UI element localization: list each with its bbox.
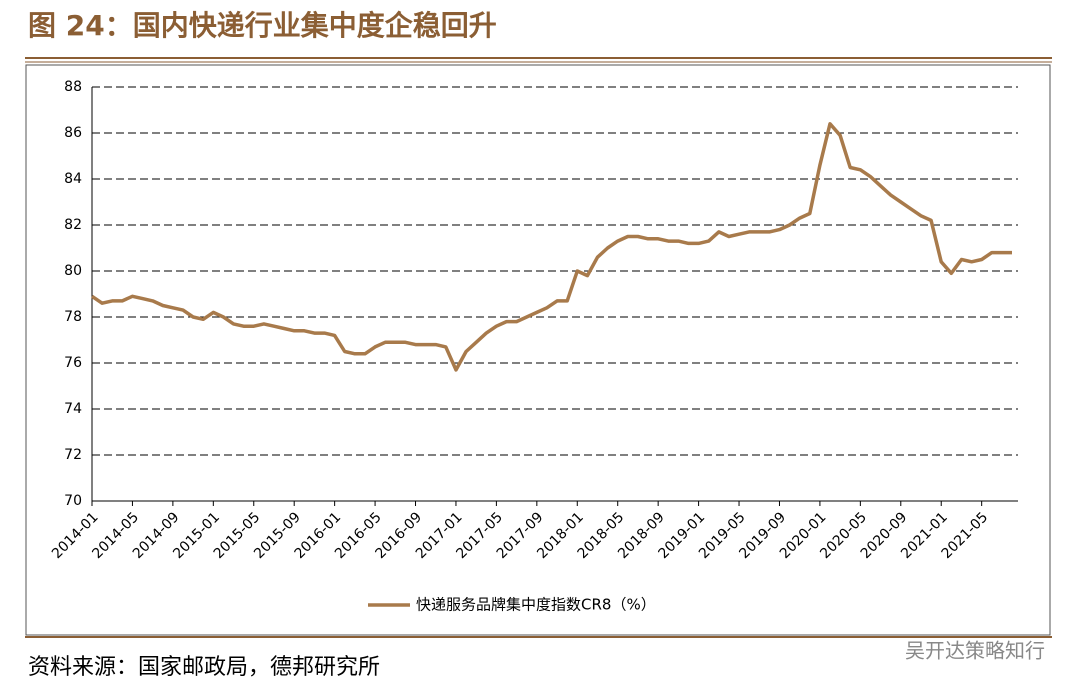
y-tick-label: 88	[64, 79, 82, 95]
y-tick-label: 74	[64, 401, 82, 417]
frame	[25, 64, 1051, 636]
y-tick-label: 84	[64, 171, 82, 187]
y-tick-label: 76	[64, 355, 82, 371]
chart-title: 图 24：国内快递行业集中度企稳回升	[28, 9, 497, 42]
y-tick-label: 78	[64, 309, 82, 325]
y-tick-label: 70	[64, 493, 82, 509]
y-tick-label: 86	[64, 125, 82, 141]
watermark: 吴开达策略知行	[905, 639, 1045, 663]
y-tick-label: 72	[64, 447, 82, 463]
source: 资料来源：国家邮政局，德邦研究所	[28, 655, 380, 680]
legend-label: 快递服务品牌集中度指数CR8（%）	[416, 596, 656, 614]
series-line	[91, 122, 1012, 372]
y-tick-label: 82	[64, 217, 82, 233]
y-tick-label: 80	[64, 263, 82, 279]
